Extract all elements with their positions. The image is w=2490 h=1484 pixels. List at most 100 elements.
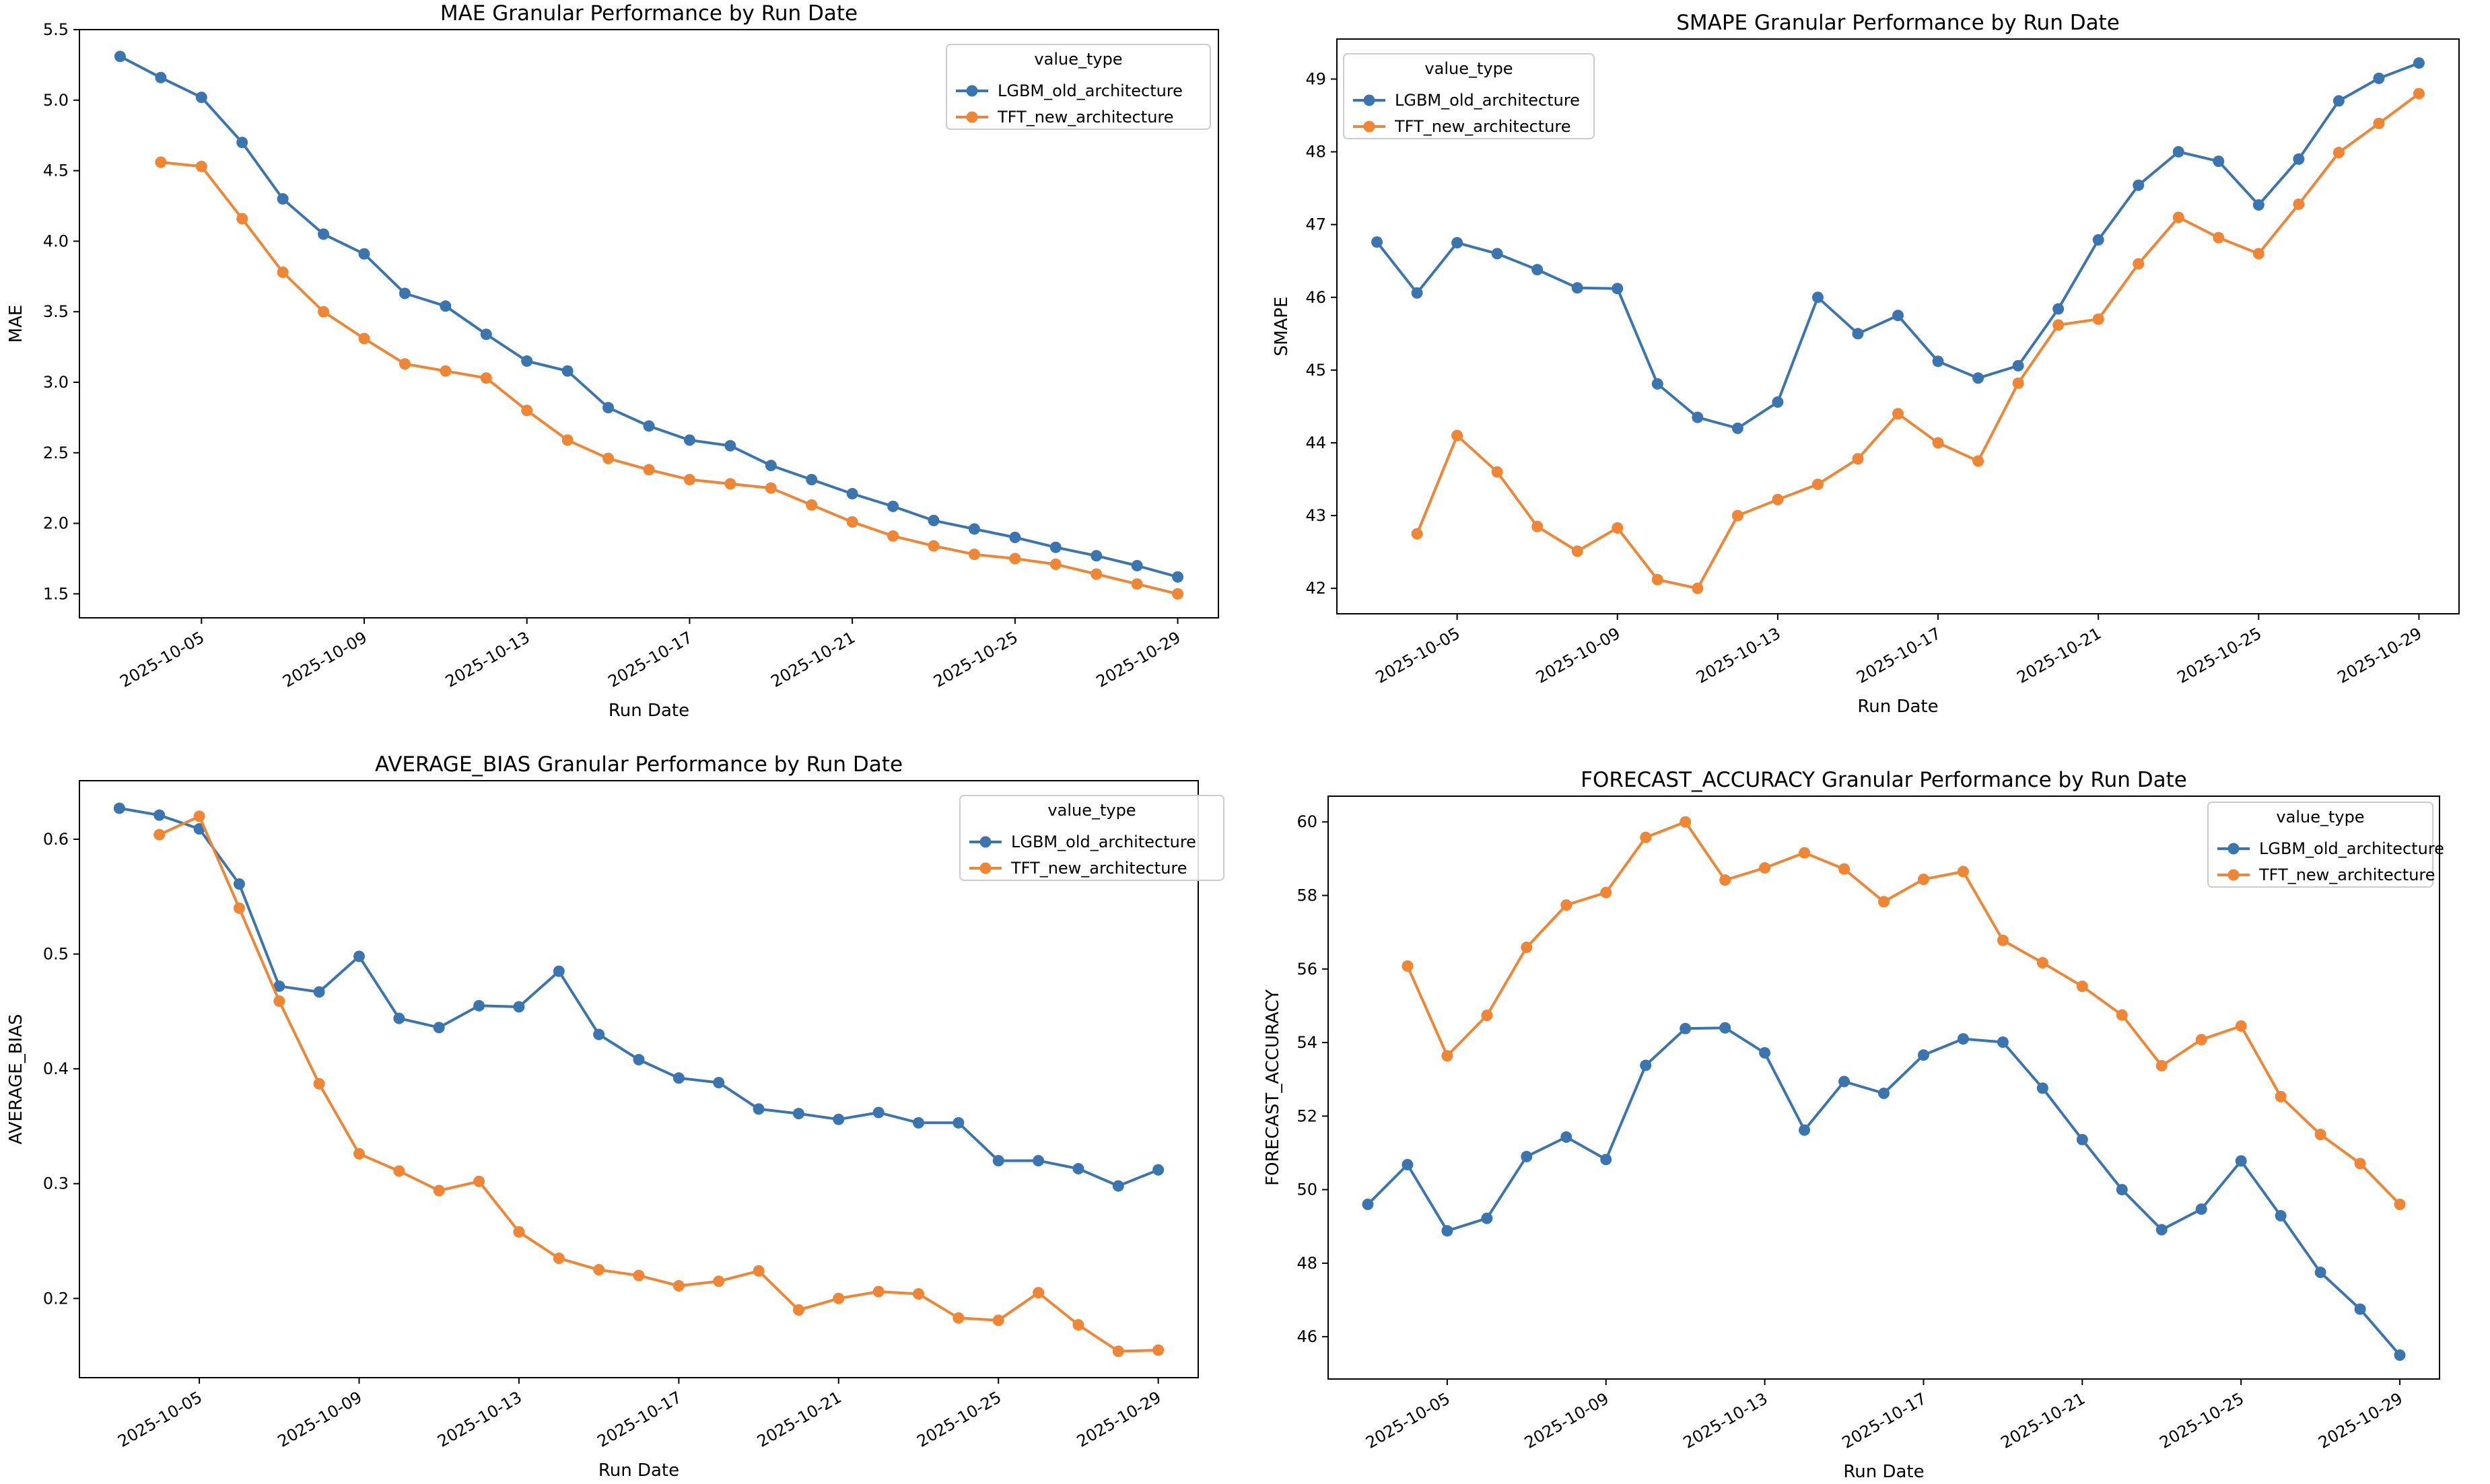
- chart-title: SMAPE Granular Performance by Run Date: [1676, 11, 2120, 35]
- data-point: [633, 1054, 645, 1066]
- data-point: [1481, 1010, 1493, 1022]
- data-point: [1571, 282, 1583, 294]
- data-point: [2213, 155, 2225, 168]
- x-axis-label: Run Date: [609, 701, 689, 721]
- data-point: [792, 1304, 804, 1316]
- data-point: [1651, 573, 1663, 586]
- data-point: [473, 1175, 485, 1187]
- data-point: [1451, 429, 1463, 441]
- x-tick-label: 2025-10-25: [930, 628, 1021, 691]
- series-line-1: [1406, 820, 2401, 1205]
- x-tick-label: 2025-10-29: [2315, 1389, 2406, 1452]
- data-point: [313, 986, 325, 998]
- data-point: [153, 809, 166, 821]
- legend-entry-1: TFT_new_architecture: [2258, 865, 2435, 884]
- data-point: [1680, 816, 1692, 828]
- x-tick-label: 2025-10-05: [1373, 624, 1463, 687]
- y-tick-label: 0.2: [43, 1289, 69, 1308]
- legend-box: [946, 44, 1211, 130]
- y-tick-label: 3.5: [43, 302, 69, 321]
- data-point: [2213, 232, 2225, 244]
- data-point: [2413, 57, 2425, 69]
- data-point: [683, 474, 695, 486]
- data-point: [753, 1103, 765, 1115]
- y-axis-label: AVERAGE_BIAS: [6, 1014, 26, 1144]
- data-point: [153, 828, 166, 841]
- data-point: [672, 1280, 685, 1292]
- data-point: [553, 1252, 565, 1265]
- data-point: [473, 999, 485, 1012]
- y-tick-label: 47: [1305, 215, 1326, 234]
- data-point: [1152, 1164, 1165, 1176]
- legend-marker: [979, 862, 992, 874]
- y-tick-label: 48: [1296, 1254, 1317, 1273]
- y-tick-label: 48: [1305, 143, 1326, 162]
- data-point: [318, 228, 330, 240]
- data-point: [1692, 582, 1704, 594]
- data-point: [236, 213, 248, 225]
- data-point: [2235, 1155, 2247, 1167]
- data-point: [1131, 578, 1143, 590]
- y-tick-label: 2.5: [43, 444, 69, 462]
- x-tick-label: 2025-10-25: [2174, 624, 2265, 687]
- data-point: [1957, 865, 1969, 878]
- series-line-0: [119, 55, 1179, 579]
- chart-title: AVERAGE_BIAS Granular Performance by Run…: [375, 752, 903, 777]
- data-point: [1009, 553, 1021, 565]
- y-tick-label: 56: [1296, 960, 1317, 979]
- data-point: [553, 965, 565, 977]
- data-point: [1600, 886, 1612, 898]
- data-point: [1811, 291, 1824, 304]
- data-point: [2052, 303, 2065, 315]
- data-point: [1759, 862, 1771, 874]
- data-point: [1072, 1163, 1084, 1175]
- x-tick-label: 2025-10-17: [605, 628, 696, 691]
- data-point: [2155, 1059, 2168, 1071]
- data-point: [2252, 199, 2264, 211]
- data-point: [1972, 455, 1984, 467]
- data-point: [1091, 550, 1103, 562]
- x-tick-label: 2025-10-09: [1521, 1389, 1612, 1452]
- data-point: [2394, 1349, 2406, 1361]
- data-point: [440, 300, 452, 312]
- data-point: [913, 1287, 924, 1300]
- y-tick-label: 45: [1305, 361, 1326, 380]
- legend-title: value_type: [2276, 808, 2364, 826]
- data-point: [1172, 571, 1184, 583]
- x-tick-label: 2025-10-21: [1998, 1389, 2089, 1452]
- data-point: [521, 404, 533, 417]
- data-point: [1917, 1049, 1929, 1061]
- data-point: [846, 488, 858, 500]
- data-point: [480, 328, 492, 341]
- x-tick-label: 2025-10-21: [2013, 624, 2104, 687]
- data-point: [353, 1147, 365, 1160]
- data-point: [1997, 1036, 2009, 1049]
- data-point: [833, 1113, 845, 1125]
- data-point: [593, 1264, 605, 1276]
- data-point: [713, 1275, 725, 1287]
- data-point: [1640, 1059, 1652, 1071]
- data-point: [2155, 1224, 2168, 1236]
- data-point: [1932, 437, 1944, 449]
- data-point: [1878, 1087, 1890, 1099]
- series-line-1: [158, 814, 1158, 1353]
- data-point: [968, 523, 980, 535]
- data-point: [1033, 1155, 1045, 1167]
- data-point: [195, 160, 207, 172]
- data-point: [2275, 1209, 2287, 1222]
- data-point: [2314, 1267, 2326, 1279]
- data-point: [1441, 1225, 1453, 1237]
- data-point: [1772, 493, 1784, 505]
- data-point: [1731, 422, 1743, 434]
- series-line-0: [1367, 1026, 2401, 1356]
- data-point: [277, 193, 289, 205]
- data-point: [633, 1269, 645, 1281]
- legend-marker: [1363, 94, 1375, 106]
- legend: value_type LGBM_old_architecture TFT_new_a…: [1343, 53, 1595, 139]
- data-point: [1571, 545, 1583, 557]
- data-point: [113, 802, 125, 814]
- data-point: [399, 287, 411, 299]
- data-point: [318, 306, 330, 318]
- x-tick-label: 2025-10-13: [434, 1388, 525, 1451]
- y-tick-label: 42: [1305, 579, 1326, 598]
